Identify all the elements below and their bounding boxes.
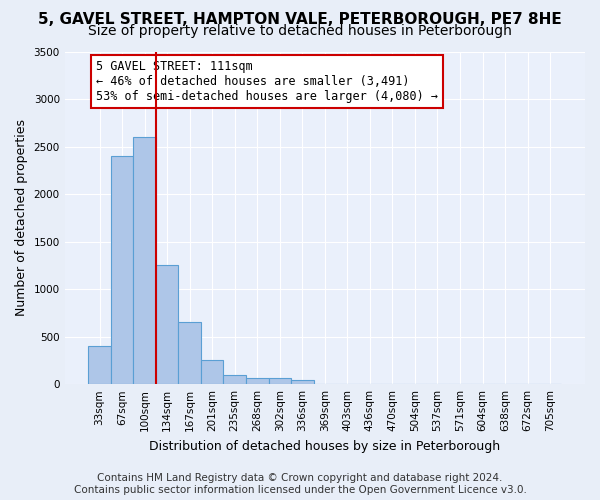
Y-axis label: Number of detached properties: Number of detached properties <box>15 120 28 316</box>
Text: 5, GAVEL STREET, HAMPTON VALE, PETERBOROUGH, PE7 8HE: 5, GAVEL STREET, HAMPTON VALE, PETERBORO… <box>38 12 562 28</box>
Bar <box>88 346 111 384</box>
Text: Contains HM Land Registry data © Crown copyright and database right 2024.
Contai: Contains HM Land Registry data © Crown c… <box>74 474 526 495</box>
Bar <box>269 378 291 384</box>
X-axis label: Distribution of detached houses by size in Peterborough: Distribution of detached houses by size … <box>149 440 500 452</box>
Bar <box>156 266 178 384</box>
Bar <box>133 137 156 384</box>
Bar <box>201 360 223 384</box>
Bar <box>111 156 133 384</box>
Bar <box>223 374 246 384</box>
Bar <box>246 378 269 384</box>
Bar <box>291 380 314 384</box>
Text: Size of property relative to detached houses in Peterborough: Size of property relative to detached ho… <box>88 24 512 38</box>
Text: 5 GAVEL STREET: 111sqm
← 46% of detached houses are smaller (3,491)
53% of semi-: 5 GAVEL STREET: 111sqm ← 46% of detached… <box>96 60 438 103</box>
Bar <box>178 322 201 384</box>
